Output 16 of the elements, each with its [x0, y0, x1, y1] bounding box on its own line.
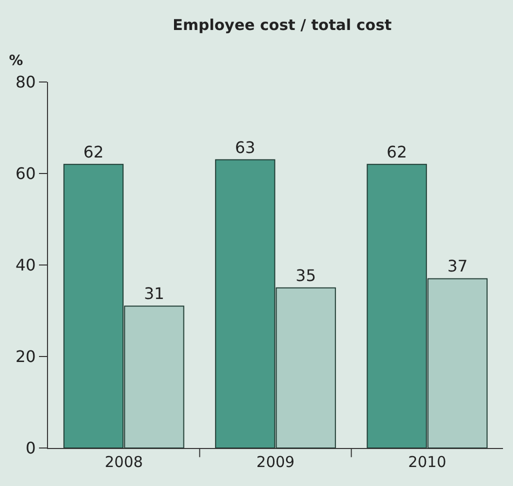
data-label: 37 [447, 256, 468, 276]
x-tick-label: 2009 [256, 453, 295, 471]
y-axis-title: % [9, 53, 24, 69]
y-tick-label: 80 [15, 72, 36, 92]
x-tick-label: 2008 [104, 453, 143, 471]
data-label: 31 [144, 284, 164, 304]
data-label: 63 [234, 138, 256, 157]
data-label: 62 [386, 142, 408, 162]
y-tick-label: 60 [15, 164, 36, 184]
y-tick-label: 40 [15, 256, 36, 275]
data-label: 62 [83, 142, 104, 162]
chart-title: Employee cost / total cost [172, 16, 392, 34]
data-label: 35 [296, 266, 316, 285]
y-tick-label: 20 [15, 347, 36, 366]
x-tick-label: 2010 [408, 453, 446, 471]
y-tick-label: 0 [26, 438, 36, 458]
